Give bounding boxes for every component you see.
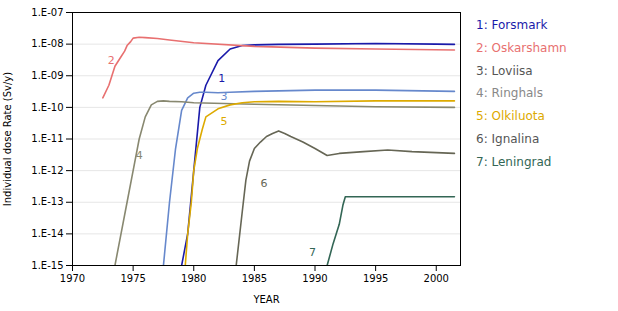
svg-text:1975: 1975 (120, 273, 145, 284)
svg-text:1.E-10: 1.E-10 (31, 102, 63, 113)
svg-text:YEAR: YEAR (252, 294, 279, 305)
svg-text:1.E-14: 1.E-14 (31, 228, 63, 239)
svg-text:7: 7 (309, 246, 316, 259)
svg-text:1.E-11: 1.E-11 (31, 133, 63, 144)
svg-text:1980: 1980 (181, 273, 206, 284)
svg-text:1: 1 (218, 72, 225, 85)
svg-text:5: 5 (221, 115, 228, 128)
svg-text:6: 6 (261, 177, 268, 190)
svg-text:1.E-12: 1.E-12 (31, 165, 63, 176)
html-text:6: Ignalina: 6: Ignalina (476, 132, 540, 146)
svg-text:1.E-13: 1.E-13 (31, 196, 63, 207)
html-text:5: Olkiluota: 5: Olkiluota (476, 109, 545, 124)
svg-text:2000: 2000 (424, 273, 449, 284)
svg-text:3: 3 (221, 90, 228, 103)
svg-text:Individual dose Rate (Sv/y): Individual dose Rate (Sv/y) (2, 72, 13, 206)
svg-text:1985: 1985 (242, 273, 267, 284)
svg-text:1995: 1995 (363, 273, 388, 284)
svg-text:2: 2 (108, 54, 115, 67)
html-text:1: Forsmark: 1: Forsmark (476, 18, 548, 32)
svg-text:1.E-07: 1.E-07 (31, 7, 63, 18)
svg-text:4: 4 (136, 149, 143, 162)
svg-text:1.E-09: 1.E-09 (31, 70, 63, 81)
svg-text:1990: 1990 (302, 273, 327, 284)
html-text:4: Ringhals: 4: Ringhals (476, 86, 543, 101)
html-text:2: Oskarshamn: 2: Oskarshamn (476, 40, 567, 55)
html-text:7: Leningrad: 7: Leningrad (476, 154, 552, 169)
svg-text:1.E-08: 1.E-08 (31, 38, 63, 49)
svg-text:1970: 1970 (60, 273, 85, 284)
html-text:3: Loviisa: 3: Loviisa (476, 63, 533, 78)
svg-text:1.E-15: 1.E-15 (31, 260, 63, 271)
